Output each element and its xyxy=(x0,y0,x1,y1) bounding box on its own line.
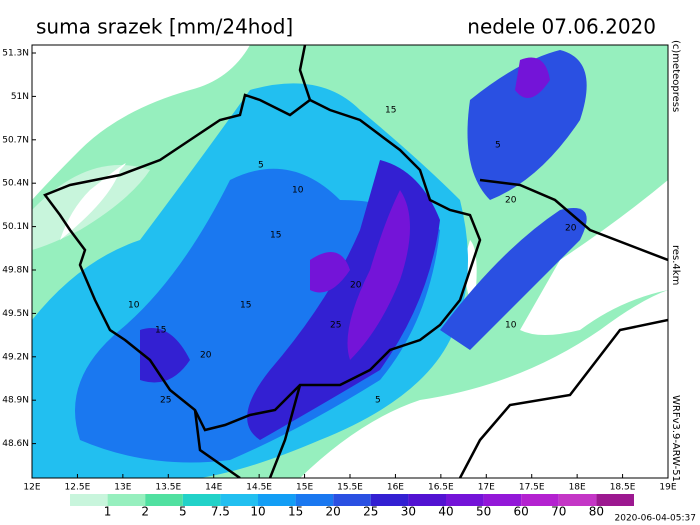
latitude-label: 49.2N xyxy=(2,352,29,362)
latitude-label: 51N xyxy=(11,92,29,102)
contour-label: 5 xyxy=(258,161,264,171)
latitude-label: 50.4N xyxy=(2,179,29,189)
legend-swatch xyxy=(295,494,334,506)
longitude-label: 14.5E xyxy=(246,483,272,493)
contour-label: 10 xyxy=(505,321,517,331)
resolution: res.4km xyxy=(670,245,681,285)
rain-area xyxy=(75,168,440,463)
legend-swatch xyxy=(182,494,221,506)
latitude-label: 48.9N xyxy=(2,396,29,406)
legend-swatch xyxy=(446,494,484,506)
contour-label: 10 xyxy=(292,186,304,196)
contour-label: 5 xyxy=(495,141,501,151)
borders xyxy=(43,45,668,478)
contour-label: 15 xyxy=(155,326,166,336)
contour-label: 10 xyxy=(128,301,140,311)
legend-swatch xyxy=(596,494,634,506)
title: suma srazek [mm/24hod] xyxy=(36,15,293,39)
legend-swatch xyxy=(558,494,597,506)
timestamp: 2020-06-04-05:37 xyxy=(615,514,697,524)
legend-label: 60 xyxy=(514,505,529,519)
legend-swatch xyxy=(107,494,146,506)
longitude-label: 19E xyxy=(659,483,676,493)
contour-label: 5 xyxy=(375,396,381,406)
longitude-labels: 12E 12.5E 13E 13.5E 14E 14.5E 15E 15.5E 16E 16.5E… xyxy=(23,474,677,493)
dry-area xyxy=(300,290,668,478)
longitude-label: 13E xyxy=(114,483,131,493)
legend-label: 20 xyxy=(326,505,341,519)
latitude-label: 50.7N xyxy=(2,135,29,145)
contour-label: 15 xyxy=(385,106,396,116)
contour-label: 20 xyxy=(505,196,517,206)
legend: 1 2 5 7.5 10 15 20 25 30 40 50 60 70 80 xyxy=(70,494,634,519)
longitude-label: 16.5E xyxy=(428,483,454,493)
legend-label: 30 xyxy=(401,505,416,519)
contour-label: 25 xyxy=(330,321,341,331)
legend-label: 15 xyxy=(288,505,303,519)
rain-area xyxy=(515,57,550,98)
legend-label: 10 xyxy=(250,505,265,519)
rain-area xyxy=(440,208,587,350)
legend-swatch xyxy=(483,494,522,506)
longitude-label: 18.5E xyxy=(610,483,636,493)
latitude-label: 51.3N xyxy=(2,49,29,59)
latitude-label: 49.5N xyxy=(2,309,29,319)
legend-swatch xyxy=(408,494,446,506)
longitude-label: 12E xyxy=(23,483,40,493)
legend-swatch xyxy=(370,494,409,506)
contour-label: 15 xyxy=(270,231,281,241)
longitude-label: 15E xyxy=(296,483,313,493)
contour-labels: 5 10 15 20 25 15 20 10 5 15 20 25 10 20 5 15 xyxy=(128,106,577,406)
legend-swatch xyxy=(258,494,296,506)
latitude-labels: 51.3N 51N 50.7N 50.4N 50.1N 49.8N 49.5N 49.2N 48… xyxy=(2,49,36,449)
legend-label: 7.5 xyxy=(211,505,230,519)
legend-label: 2 xyxy=(141,505,149,519)
legend-label: 1 xyxy=(104,505,112,519)
dry-area xyxy=(520,180,668,335)
legend-swatch xyxy=(220,494,258,506)
longitude-label: 15.5E xyxy=(337,483,363,493)
longitude-label: 13.5E xyxy=(155,483,181,493)
latitude-label: 48.6N xyxy=(2,439,29,449)
longitude-label: 16E xyxy=(387,483,404,493)
contour-label: 20 xyxy=(565,224,577,234)
copyright: (c)meteopress xyxy=(670,40,681,112)
longitude-label: 17.5E xyxy=(519,483,545,493)
legend-swatch xyxy=(70,494,108,506)
dry-area xyxy=(32,45,250,200)
contour-label: 20 xyxy=(200,351,212,361)
dry-area xyxy=(60,163,126,240)
legend-label: 40 xyxy=(438,505,453,519)
rain-area xyxy=(467,50,587,200)
map: 5 10 15 20 25 15 20 10 5 15 20 25 10 20 5 15 xyxy=(32,45,668,478)
legend-label: 80 xyxy=(589,505,604,519)
legend-label: 25 xyxy=(363,505,378,519)
legend-swatch xyxy=(145,494,183,506)
legend-swatch xyxy=(521,494,559,506)
rain-area xyxy=(140,328,190,383)
latitude-label: 49.8N xyxy=(2,266,29,276)
latitude-label: 50.1N xyxy=(2,222,29,232)
longitude-label: 17E xyxy=(478,483,495,493)
longitude-label: 14E xyxy=(205,483,222,493)
model: WRFv3.9-ARW-51 xyxy=(670,395,681,482)
date: nedele 07.06.2020 xyxy=(467,15,656,39)
contour-label: 25 xyxy=(160,396,171,406)
longitude-label: 12.5E xyxy=(65,483,91,493)
rain-area xyxy=(347,190,410,360)
legend-label: 50 xyxy=(476,505,491,519)
legend-label: 5 xyxy=(179,505,187,519)
contour-label: 15 xyxy=(240,301,251,311)
legend-swatch xyxy=(333,494,371,506)
contour-label: 20 xyxy=(350,281,362,291)
longitude-label: 18E xyxy=(569,483,586,493)
legend-label: 70 xyxy=(551,505,566,519)
rain-area xyxy=(310,252,350,293)
